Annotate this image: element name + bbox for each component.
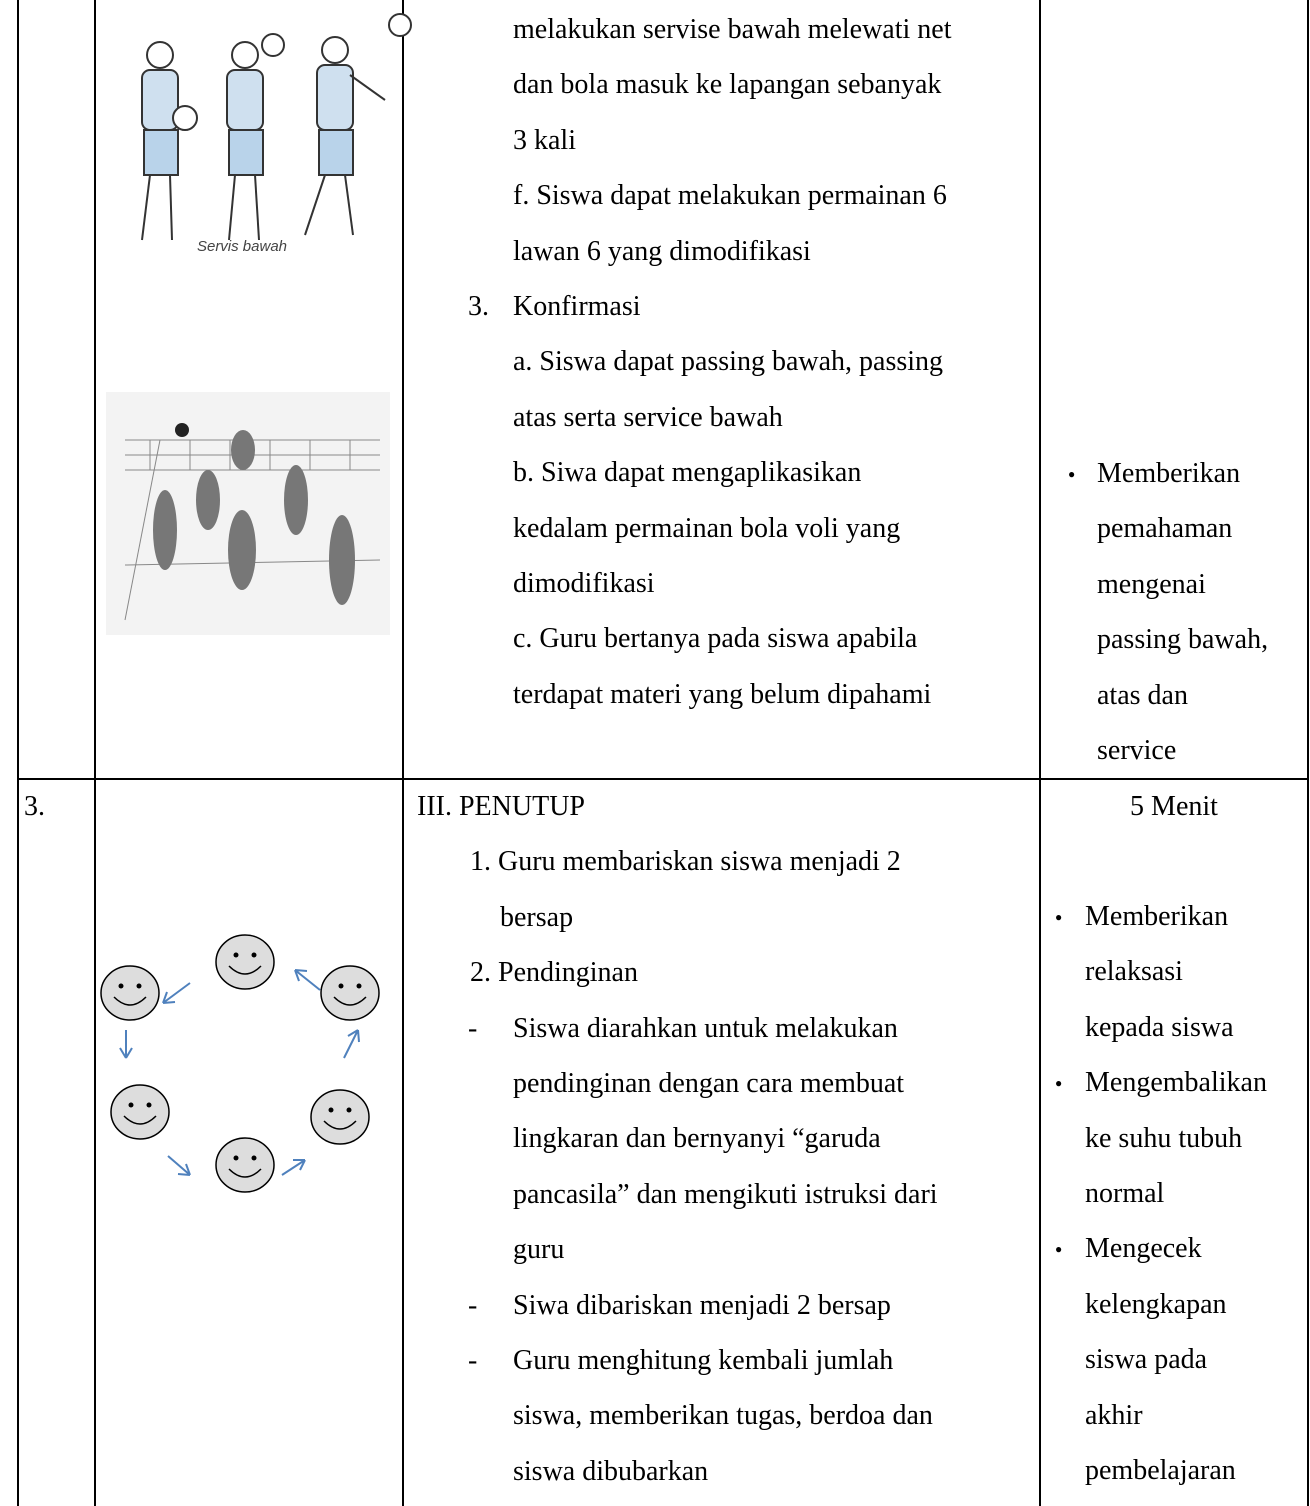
serve-figures <box>141 13 412 241</box>
table-border <box>94 0 96 1506</box>
activity-line: III. PENUTUP <box>417 791 585 822</box>
activity-line: Siswa diarahkan untuk melakukan <box>513 1012 898 1044</box>
bullet: ● <box>1055 1242 1063 1257</box>
activity-line: dimodifikasi <box>513 568 655 599</box>
activity-line: a. Siswa dapat passing bawah, passing <box>513 346 944 378</box>
activity-line: dan bola masuk ke lapangan sebanyak <box>513 69 942 101</box>
table-border <box>1307 0 1309 1506</box>
activity-line: melakukan servise bawah melewati net <box>513 14 952 45</box>
activity-line: 1. Guru membariskan siswa menjadi 2 <box>470 846 901 878</box>
activity-line: bersap <box>500 901 574 933</box>
note-line: kelengkapan <box>1085 1288 1227 1320</box>
bullet: ● <box>1055 1076 1063 1091</box>
list-marker: - <box>468 1345 478 1376</box>
note-line: Mengecek <box>1085 1233 1202 1265</box>
row-number: 3. <box>24 791 45 822</box>
circle-diagram <box>100 934 380 1193</box>
note-line: Memberikan <box>1085 901 1229 932</box>
activity-line: 2. Pendinginan <box>470 957 638 989</box>
bullet: ● <box>1068 467 1076 481</box>
note-line: relaksasi <box>1085 956 1183 988</box>
time: 5 Menit <box>1130 791 1218 822</box>
bullet: ● <box>1055 910 1063 924</box>
note-line: Mengembalikan <box>1085 1067 1267 1099</box>
activity-line: atas serta service bawah <box>513 401 783 433</box>
note-line: Memberikan <box>1097 458 1241 489</box>
note-line: akhir <box>1085 1399 1143 1431</box>
note-line: pembelajaran <box>1085 1455 1236 1486</box>
note-line: atas dan <box>1097 679 1188 711</box>
table-border <box>402 0 404 1506</box>
activity-line: kedalam permainan bola voli yang <box>513 512 901 544</box>
court-image <box>106 392 390 635</box>
note-line: ke suhu tubuh <box>1085 1122 1243 1154</box>
activity-line: siswa, memberikan tugas, berdoa dan <box>513 1400 933 1432</box>
activity-line: f. Siswa dapat melakukan permainan 6 <box>513 180 947 212</box>
note-line: normal <box>1085 1178 1165 1209</box>
table-border <box>17 0 19 1506</box>
activity-line: lingkaran dan bernyanyi “garuda <box>513 1123 881 1155</box>
image-caption: Servis bawah <box>197 238 287 255</box>
list-marker: - <box>468 1289 478 1321</box>
note-line: mengenai <box>1097 568 1206 600</box>
activity-line: b. Siwa dapat mengaplikasikan <box>513 457 862 489</box>
note-line: passing bawah, <box>1097 624 1269 656</box>
table-border <box>1039 0 1041 1506</box>
row-border <box>17 778 1309 780</box>
activity-line: guru <box>513 1234 565 1266</box>
activity-line: c. Guru bertanya pada siswa apabila <box>513 623 918 655</box>
note-line: kepada siswa <box>1085 1011 1234 1043</box>
activity-line: terdapat materi yang belum dipahami <box>513 678 932 710</box>
activity-line: Konfirmasi <box>513 291 641 322</box>
list-marker: 3. <box>468 291 489 322</box>
activity-line: pancasila” dan mengikuti istruksi dari <box>513 1178 938 1210</box>
activity-line: 3 kali <box>513 124 576 156</box>
note-line: service <box>1097 735 1177 766</box>
note-line: pemahaman <box>1097 513 1233 545</box>
activity-line: pendinginan dengan cara membuat <box>513 1068 905 1099</box>
activity-line: lawan 6 yang dimodifikasi <box>513 235 811 267</box>
activity-line: Guru menghitung kembali jumlah <box>513 1345 894 1376</box>
activity-line: Siwa dibariskan menjadi 2 bersap <box>513 1289 891 1321</box>
list-marker: - <box>468 1012 478 1044</box>
activity-line: siswa dibubarkan <box>513 1455 709 1487</box>
note-line: siswa pada <box>1085 1344 1208 1376</box>
